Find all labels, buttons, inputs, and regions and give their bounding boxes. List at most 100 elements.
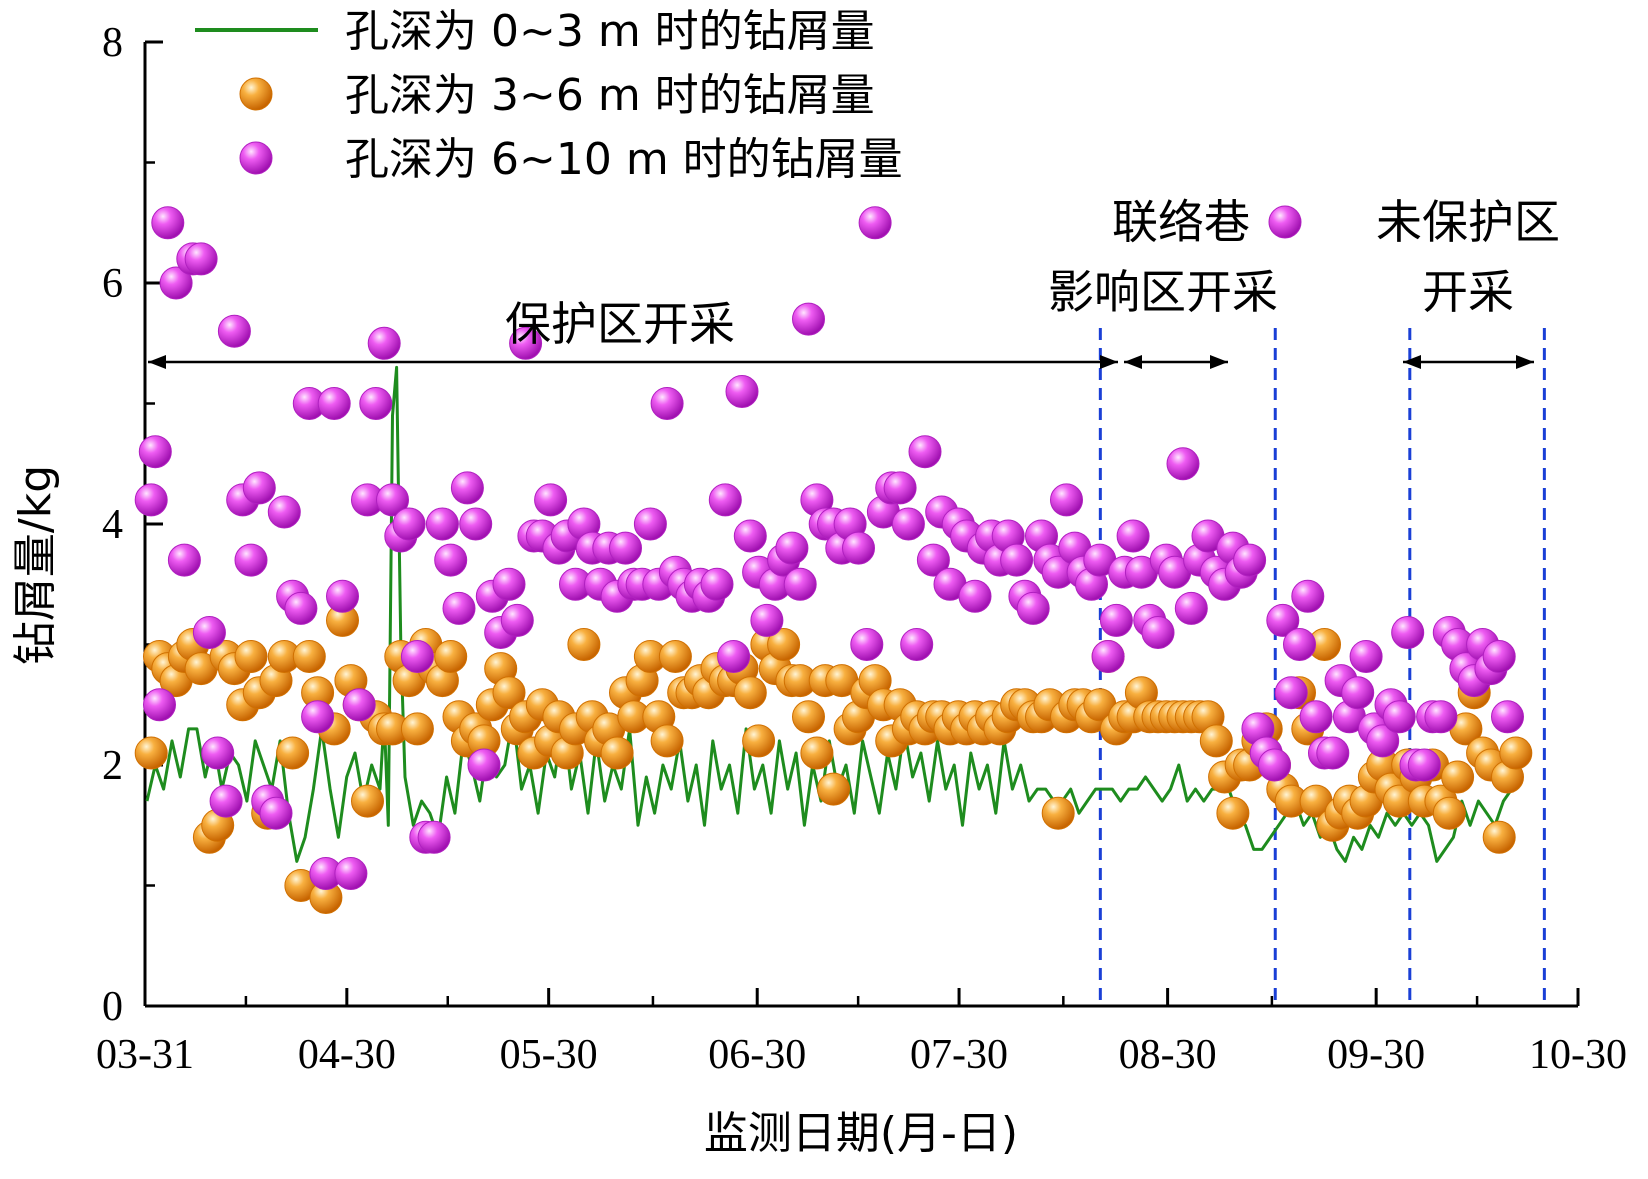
point-6-10m: [1341, 676, 1375, 710]
point-6-10m: [326, 579, 359, 613]
point-3-6m: [276, 736, 310, 770]
point-3-6m: [134, 736, 168, 770]
point-6-10m: [733, 519, 767, 553]
point-6-10m: [400, 640, 434, 673]
point-6-10m: [1050, 483, 1083, 517]
arrow-unprotected-zone: [1403, 355, 1534, 369]
point-6-10m: [783, 567, 817, 601]
point-6-10m: [217, 314, 251, 348]
point-6-10m: [1258, 748, 1291, 782]
point-3-6m: [1216, 796, 1250, 830]
point-3-6m: [1499, 736, 1533, 770]
point-6-10m: [1366, 724, 1400, 758]
point-6-10m: [459, 507, 493, 541]
point-6-10m: [450, 471, 484, 505]
point-6-10m: [425, 507, 459, 541]
point-6-10m: [159, 266, 193, 300]
point-3-6m: [1441, 760, 1475, 794]
point-6-10m: [1091, 640, 1125, 673]
point-6-10m: [717, 640, 751, 673]
x-axis-title: 监测日期(月-日): [704, 1108, 1018, 1159]
point-3-6m: [733, 676, 767, 710]
point-6-10m: [209, 784, 243, 818]
point-6-10m: [234, 543, 268, 577]
point-6-10m: [725, 375, 759, 408]
x-tick-label: 09-30: [1327, 1032, 1425, 1078]
point-6-10m: [708, 483, 742, 517]
point-3-6m: [234, 640, 268, 673]
point-3-6m: [434, 640, 468, 673]
point-3-6m: [767, 628, 801, 661]
point-6-10m: [492, 567, 526, 601]
y-tick-label: 6: [102, 261, 123, 307]
point-6-10m: [467, 748, 501, 782]
point-6-10m: [1116, 519, 1150, 553]
point-6-10m: [858, 206, 892, 240]
point-3-6m: [742, 724, 776, 758]
y-ticks: 0 2 4 6 8: [102, 20, 163, 1030]
point-6-10m: [1233, 543, 1267, 577]
point-3-6m: [1041, 796, 1075, 830]
point-3-6m: [400, 712, 434, 746]
x-tick-label: 07-30: [910, 1032, 1008, 1078]
legend-orange-swatch: [239, 77, 273, 111]
point-6-10m: [143, 688, 176, 722]
point-6-10m: [509, 326, 543, 360]
point-6-10m: [138, 435, 172, 469]
point-3-6m: [817, 772, 850, 806]
point-6-10m: [359, 387, 393, 420]
annotation-influence-zone: 影响区开采: [1048, 265, 1278, 319]
point-6-10m: [850, 628, 884, 661]
point-6-10m: [392, 507, 426, 541]
x-tick-label: 03-31: [96, 1032, 194, 1078]
point-6-10m: [908, 435, 942, 469]
point-3-6m: [292, 640, 326, 673]
x-tick-label: 08-30: [1119, 1032, 1217, 1078]
legend-label-6-10m: 孔深为 6~10 m 时的钻屑量: [345, 134, 903, 185]
point-3-6m: [658, 640, 692, 673]
point-6-10m: [958, 579, 992, 613]
point-6-10m: [1274, 676, 1308, 710]
point-6-10m: [700, 567, 734, 601]
point-6-10m: [301, 700, 335, 734]
point-6-10m: [434, 543, 468, 577]
point-6-10m: [1491, 700, 1524, 734]
point-6-10m: [1391, 616, 1425, 649]
point-3-6m: [792, 700, 825, 734]
point-6-10m: [342, 688, 376, 722]
point-6-10m: [750, 603, 784, 637]
annotation-protected-zone: 保护区开采: [505, 297, 735, 351]
point-6-10m: [916, 543, 950, 577]
point-6-10m: [376, 483, 409, 517]
point-3-6m: [600, 736, 634, 770]
point-6-10m: [900, 628, 934, 661]
annotation-mining: 开采: [1422, 265, 1514, 319]
legend-label-0-3m: 孔深为 0~3 m 时的钻屑量: [345, 6, 875, 57]
point-6-10m: [1382, 700, 1416, 734]
x-tick-label: 04-30: [298, 1032, 396, 1078]
point-6-10m: [1000, 543, 1034, 577]
y-axis-title: 钻屑量/kg: [10, 465, 61, 665]
point-6-10m: [1016, 591, 1050, 625]
point-6-10m: [1299, 700, 1333, 734]
point-6-10m: [1266, 603, 1300, 637]
point-3-6m: [492, 676, 526, 710]
x-tick-label: 06-30: [708, 1032, 806, 1078]
point-6-10m: [1174, 591, 1208, 625]
point-6-10m: [151, 206, 185, 240]
point-6-10m: [334, 857, 368, 890]
point-6-10m: [650, 387, 684, 420]
y-tick-label: 4: [102, 502, 123, 548]
annotation-unprotected-zone: 未保护区: [1376, 195, 1560, 249]
point-6-10m: [367, 326, 401, 360]
point-6-10m: [609, 531, 642, 565]
axes: 0 2 4 6 8 03-31 04-30 05-30 06-30 07-30 08-30 09-3…: [96, 20, 1627, 1078]
x-tick-label: 10-30: [1529, 1032, 1627, 1078]
point-6-10m: [633, 507, 667, 541]
point-6-10m: [1166, 447, 1200, 481]
point-6-10m: [167, 543, 201, 577]
point-3-6m: [1432, 796, 1466, 830]
point-6-10m: [192, 616, 226, 649]
point-6-10m: [284, 591, 318, 625]
